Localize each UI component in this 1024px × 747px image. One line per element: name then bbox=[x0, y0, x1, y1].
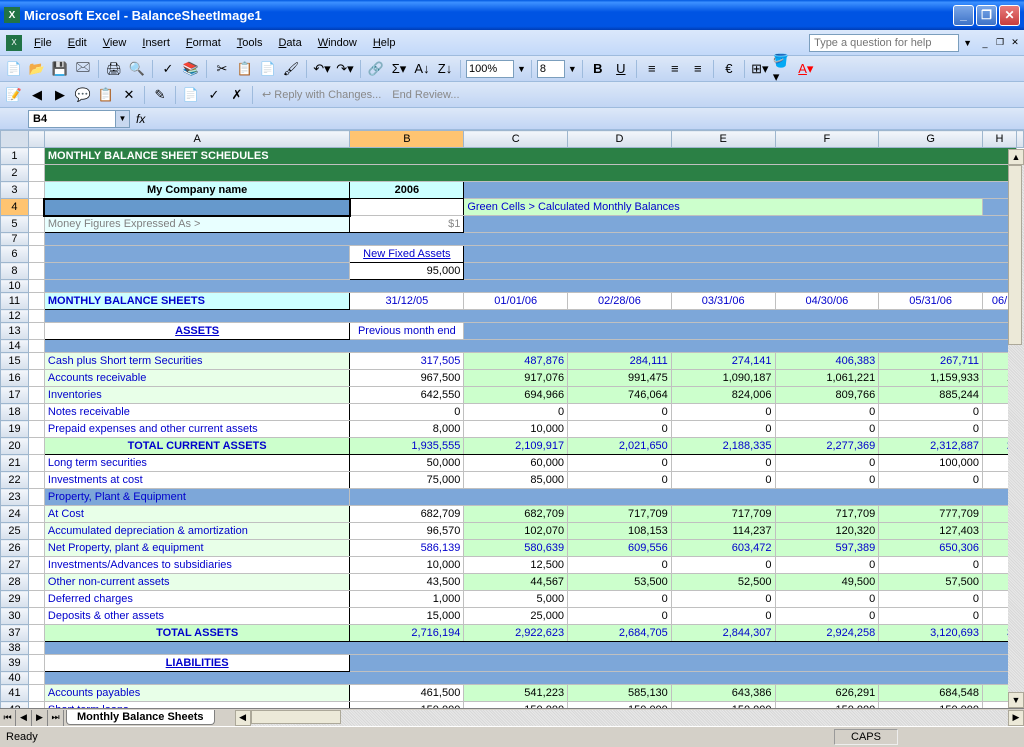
doc-restore-button[interactable]: ❐ bbox=[993, 36, 1007, 50]
formula-input[interactable] bbox=[151, 110, 1024, 128]
reviewing-toolbar: 📝 ◀ ▶ 💬 📋 ✕ ✎ 📄 ✓ ✗ ↩ Reply with Changes… bbox=[0, 82, 1024, 108]
menu-tools[interactable]: Tools bbox=[229, 35, 271, 51]
formula-bar: B4 ▼ fx bbox=[0, 108, 1024, 130]
title-text: Microsoft Excel - BalanceSheetImage1 bbox=[24, 8, 953, 23]
align-left-button[interactable]: ≡ bbox=[642, 59, 662, 79]
undo-button[interactable]: ↶▾ bbox=[312, 59, 332, 79]
show-comment-button[interactable]: 💬 bbox=[73, 85, 93, 105]
close-button[interactable]: ✕ bbox=[999, 5, 1020, 26]
menu-file[interactable]: File bbox=[26, 35, 60, 51]
tab-first-button[interactable]: ⏮ bbox=[0, 710, 16, 726]
menu-format[interactable]: Format bbox=[178, 35, 229, 51]
align-center-button[interactable]: ≡ bbox=[665, 59, 685, 79]
open-button[interactable]: 📂 bbox=[27, 59, 47, 79]
fx-icon[interactable]: fx bbox=[136, 112, 145, 126]
font-size-combo[interactable] bbox=[537, 60, 565, 78]
zoom-combo[interactable] bbox=[466, 60, 514, 78]
standard-toolbar: 📄 📂 💾 🖂 🖨 🔍 ✓ 📚 ✂ 📋 📄 🖌 ↶▾ ↷▾ 🔗 Σ▾ A↓ Z↓… bbox=[0, 56, 1024, 82]
delete-comment-button[interactable]: ✕ bbox=[119, 85, 139, 105]
paste-button[interactable]: 📄 bbox=[258, 59, 278, 79]
fill-color-button[interactable]: 🪣▾ bbox=[773, 59, 793, 79]
tab-prev-button[interactable]: ◀ bbox=[16, 710, 32, 726]
spelling-button[interactable]: ✓ bbox=[158, 59, 178, 79]
menu-view[interactable]: View bbox=[95, 35, 135, 51]
maximize-button[interactable]: ❐ bbox=[976, 5, 997, 26]
reply-changes-label: ↩ Reply with Changes... bbox=[258, 88, 385, 101]
help-search-input[interactable] bbox=[809, 34, 959, 52]
font-color-button[interactable]: A▾ bbox=[796, 59, 816, 79]
autosum-button[interactable]: Σ▾ bbox=[389, 59, 409, 79]
format-painter-button[interactable]: 🖌 bbox=[281, 59, 301, 79]
save-button[interactable]: 💾 bbox=[50, 59, 70, 79]
status-bar: Ready CAPS bbox=[0, 726, 1024, 747]
horizontal-scrollbar[interactable]: ◀ ▶ bbox=[235, 710, 1024, 726]
currency-button[interactable]: € bbox=[719, 59, 739, 79]
status-text: Ready bbox=[6, 731, 38, 743]
vertical-scrollbar[interactable]: ▲ ▼ bbox=[1008, 149, 1024, 708]
reject-button[interactable]: ✗ bbox=[227, 85, 247, 105]
minimize-button[interactable]: _ bbox=[953, 5, 974, 26]
new-button[interactable]: 📄 bbox=[4, 59, 24, 79]
name-box[interactable]: B4 bbox=[28, 110, 116, 128]
excel-icon: X bbox=[4, 7, 20, 23]
doc-minimize-button[interactable]: _ bbox=[978, 36, 992, 50]
scroll-left-button[interactable]: ◀ bbox=[235, 710, 251, 726]
new-comment-button[interactable]: 📝 bbox=[4, 85, 24, 105]
show-all-button[interactable]: 📋 bbox=[96, 85, 116, 105]
sort-asc-button[interactable]: A↓ bbox=[412, 59, 432, 79]
name-box-dropdown[interactable]: ▼ bbox=[116, 110, 130, 128]
align-right-button[interactable]: ≡ bbox=[688, 59, 708, 79]
app-icon[interactable]: X bbox=[6, 35, 22, 51]
research-button[interactable]: 📚 bbox=[181, 59, 201, 79]
copy-button[interactable]: 📋 bbox=[235, 59, 255, 79]
scroll-up-button[interactable]: ▲ bbox=[1008, 149, 1024, 165]
cut-button[interactable]: ✂ bbox=[212, 59, 232, 79]
caps-indicator: CAPS bbox=[834, 729, 898, 745]
scroll-right-button[interactable]: ▶ bbox=[1008, 710, 1024, 726]
doc-close-button[interactable]: ✕ bbox=[1008, 36, 1022, 50]
scroll-down-button[interactable]: ▼ bbox=[1008, 692, 1024, 708]
borders-button[interactable]: ⊞▾ bbox=[750, 59, 770, 79]
tab-next-button[interactable]: ▶ bbox=[32, 710, 48, 726]
menu-data[interactable]: Data bbox=[270, 35, 309, 51]
print-preview-button[interactable]: 🔍 bbox=[127, 59, 147, 79]
next-comment-button[interactable]: ▶ bbox=[50, 85, 70, 105]
menu-edit[interactable]: Edit bbox=[60, 35, 95, 51]
bold-button[interactable]: B bbox=[588, 59, 608, 79]
titlebar: X Microsoft Excel - BalanceSheetImage1 _… bbox=[0, 0, 1024, 30]
sort-desc-button[interactable]: Z↓ bbox=[435, 59, 455, 79]
accept-button[interactable]: ✓ bbox=[204, 85, 224, 105]
permission-button[interactable]: 🖂 bbox=[73, 59, 93, 79]
menu-help[interactable]: Help bbox=[365, 35, 404, 51]
sheet-tabs-bar: ⏮ ◀ ▶ ⏭ Monthly Balance Sheets ◀ ▶ bbox=[0, 708, 1024, 726]
sheet-tab[interactable]: Monthly Balance Sheets bbox=[66, 710, 215, 725]
underline-button[interactable]: U bbox=[611, 59, 631, 79]
tab-last-button[interactable]: ⏭ bbox=[48, 710, 64, 726]
prev-comment-button[interactable]: ◀ bbox=[27, 85, 47, 105]
menu-insert[interactable]: Insert bbox=[134, 35, 178, 51]
print-button[interactable]: 🖨 bbox=[104, 59, 124, 79]
track-changes-button[interactable]: 📄 bbox=[181, 85, 201, 105]
menu-window[interactable]: Window bbox=[310, 35, 365, 51]
end-review-label: End Review... bbox=[388, 89, 463, 101]
hyperlink-button[interactable]: 🔗 bbox=[366, 59, 386, 79]
spreadsheet-grid[interactable]: ABCDEFGH1MONTHLY BALANCE SHEET SCHEDULES… bbox=[0, 130, 1024, 708]
redo-button[interactable]: ↷▾ bbox=[335, 59, 355, 79]
ink-button[interactable]: ✎ bbox=[150, 85, 170, 105]
menubar: X FileEditViewInsertFormatToolsDataWindo… bbox=[0, 30, 1024, 56]
